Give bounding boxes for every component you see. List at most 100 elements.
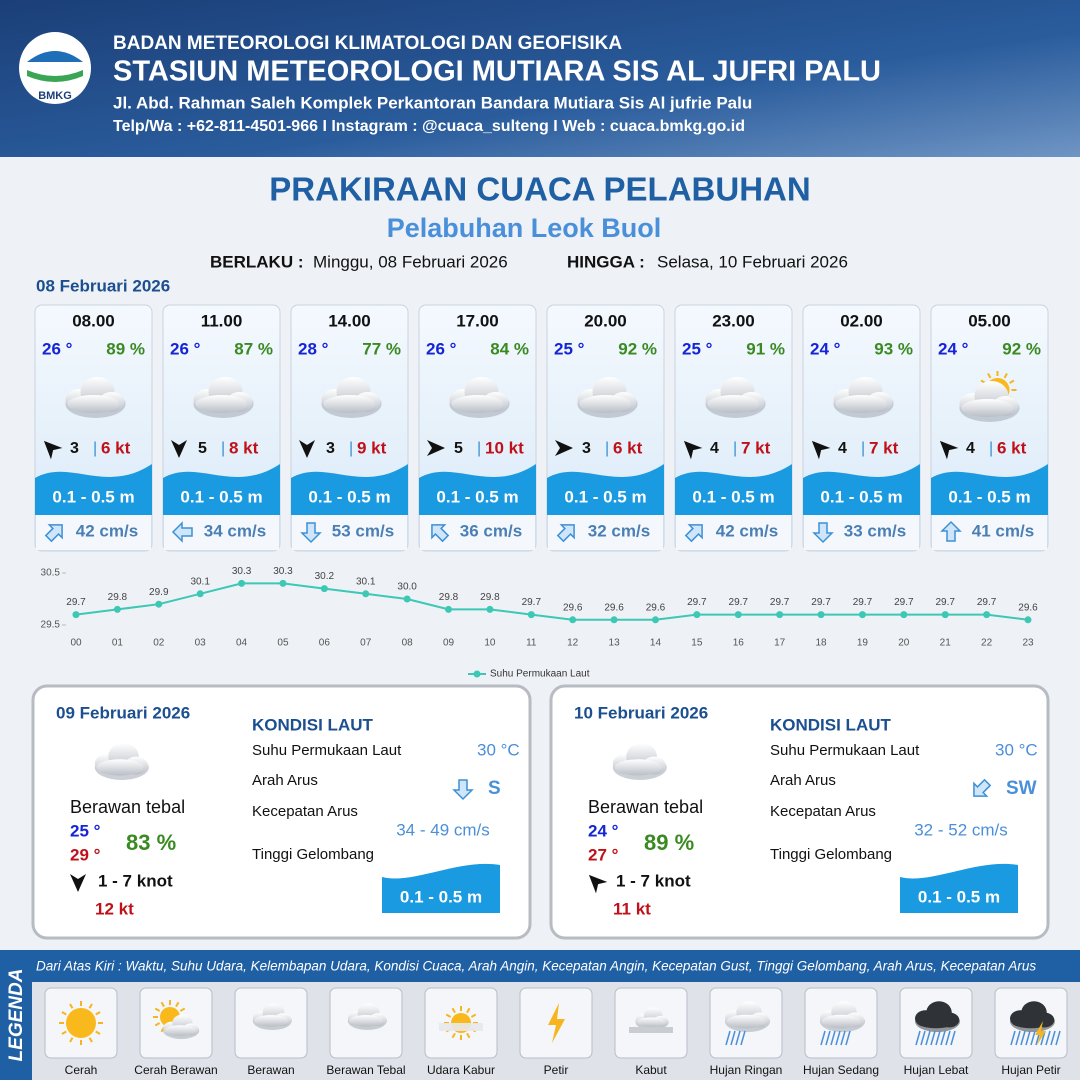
wave [547,464,664,515]
wind-speed: 3 [70,440,79,457]
current-arrow [940,520,962,542]
cloud-icon [347,1003,387,1030]
data-label: 29.8 [480,592,500,603]
legend-item: Hujan Petir [1001,1063,1060,1077]
gust: 12 kt [95,899,134,918]
sun-ray [69,1003,74,1009]
x-tick-label: 20 [898,638,910,649]
data-label: 30.0 [397,582,417,593]
bolt [1035,1021,1046,1045]
x-tick-label: 03 [195,638,207,649]
rain [915,1030,921,1046]
current-arrow [812,522,834,544]
cloud-part [451,395,504,413]
x-tick-label: 14 [650,638,662,649]
rain [1055,1030,1061,1046]
sun-ray [154,1007,161,1012]
cloud-part [349,1015,383,1027]
current-speed: 53 cm/s [332,521,394,540]
separator: | [477,440,481,457]
day-panel [31,684,532,940]
point [1024,616,1032,624]
legend-swatch [473,670,481,678]
sun-icon [59,1001,103,1045]
humidity: 92 % [1002,339,1041,358]
data-label: 30.3 [232,566,252,577]
valid-label: BERLAKU : [210,252,304,271]
cloud-part [614,759,662,776]
humidity: 89 % [106,339,145,358]
legend-item: Hujan Ringan [710,1063,783,1077]
data-label: 29.7 [853,597,873,608]
time: 08.00 [72,311,115,330]
humidity: 84 % [490,339,529,358]
wind-speed: 3 [582,440,591,457]
cloud-part [916,1014,956,1029]
wind-arrow [811,440,831,460]
cloud-part [96,759,144,776]
data-label: 30.1 [356,576,376,587]
section-title: KONDISI LAUT [770,715,892,734]
current-arrow [684,524,703,543]
data-label: 29.7 [687,597,707,608]
legend-title: LEGENDA [6,969,27,1062]
wave [803,464,920,515]
temperature: 25 ° [554,339,585,358]
sun-ray [69,1037,74,1043]
sun-ray [95,1011,101,1016]
point [155,600,163,608]
point [362,590,370,598]
cloud-part [67,395,120,413]
rain [1030,1030,1036,1046]
gust: 6 kt [101,438,131,457]
x-tick-label: 21 [940,638,952,649]
cloud-icon [1010,1001,1055,1032]
wind-arrow [171,440,187,458]
humidity: 83 % [126,830,176,855]
rain [920,1030,926,1046]
wind-arrow [299,440,315,458]
x-tick-label: 22 [981,638,993,649]
time: 20.00 [584,311,627,330]
temperature: 26 ° [426,339,457,358]
cloud-icon [65,377,126,418]
rain [740,1030,746,1046]
sun-ray [179,1007,186,1012]
cloud-part [835,395,888,413]
data-label: 29.7 [729,597,749,608]
point [941,611,949,619]
separator: | [605,440,609,457]
current-arrow [452,779,474,801]
time: 11.00 [201,311,243,330]
rain [925,1030,931,1046]
sst: 30 °C [477,740,520,759]
x-tick-label: 08 [402,638,414,649]
sun-ray [61,1030,67,1035]
cloud-part [323,395,376,413]
cloud-icon [820,1001,865,1032]
wind-arrow [683,440,703,460]
rain [1020,1030,1026,1046]
cloud-part [1011,1014,1051,1029]
x-tick-label: 19 [857,638,869,649]
data-label: 30.3 [273,566,293,577]
point [569,616,577,624]
wave [931,464,1048,515]
x-tick-label: 00 [70,638,82,649]
date: 08 Februari 2026 [36,276,170,295]
wave-height: 0.1 - 0.5 m [180,487,262,506]
legend-item: Kabut [635,1063,667,1077]
temp-min: 25 ° [70,821,101,840]
x-tick-label: 04 [236,638,248,649]
current-arrow [431,524,450,543]
wave-height: 0.1 - 0.5 m [820,487,902,506]
legend-item: Cerah [65,1063,98,1077]
cloud-part [195,395,248,413]
wind-arrow [939,440,959,460]
data-label: 29.7 [66,597,86,608]
agency: BADAN METEOROLOGI KLIMATOLOGI DAN GEOFIS… [113,33,622,54]
cloud-icon [94,743,149,780]
humidity: 92 % [618,339,657,358]
x-tick-label: 16 [733,638,745,649]
rain [830,1030,836,1046]
